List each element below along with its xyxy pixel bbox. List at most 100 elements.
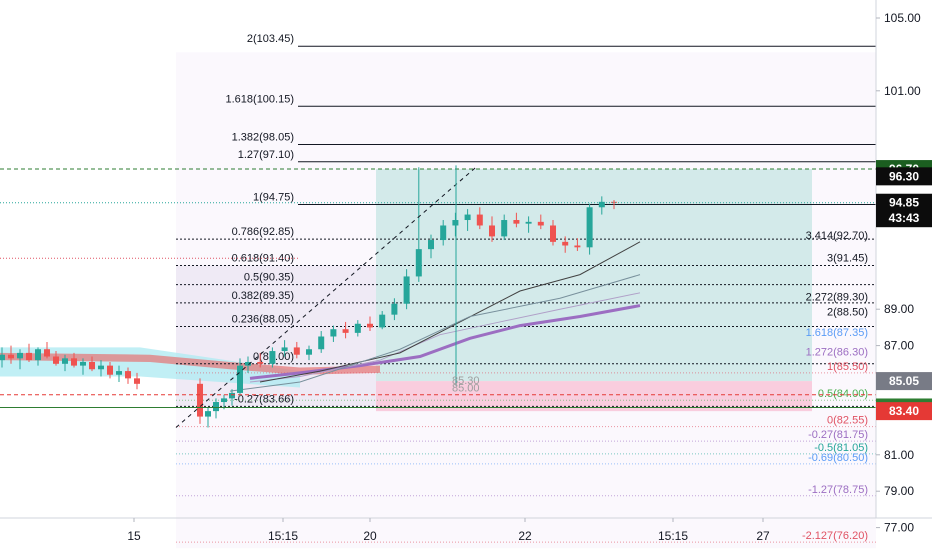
candle-body[interactable] — [318, 336, 325, 350]
entry-label-2: 85.00 — [452, 382, 480, 394]
candle-body[interactable] — [342, 329, 349, 333]
candle-body[interactable] — [269, 351, 276, 364]
candle-body[interactable] — [464, 214, 471, 221]
fib-extension-label: 2.272(89.30) — [806, 292, 868, 304]
candle-body[interactable] — [125, 371, 131, 379]
entry-label: 85.30 — [452, 375, 480, 387]
fib-extension-label: 1(85.50) — [827, 361, 868, 373]
fib-level-label: 0.382(89.35) — [232, 290, 294, 302]
candle-body[interactable] — [62, 358, 68, 364]
price-tag-label: 94.85 — [889, 196, 919, 210]
candle-body[interactable] — [293, 347, 300, 355]
candle-body[interactable] — [89, 361, 95, 370]
fib-level-label: 1(94.75) — [253, 192, 294, 204]
candle-body[interactable] — [17, 352, 23, 359]
candle-body[interactable] — [116, 371, 122, 375]
fib-extension-label: -0.69(80.50) — [808, 452, 868, 464]
time-tick-label: 20 — [363, 529, 377, 543]
candle-body[interactable] — [205, 411, 211, 417]
candle-body[interactable] — [71, 358, 77, 366]
fib-extension-label: -2.127(76.20) — [802, 530, 868, 542]
price-tag-label: 83.40 — [889, 404, 919, 418]
time-tick-label: 27 — [756, 529, 770, 543]
candle-body[interactable] — [476, 214, 483, 226]
ma-fast — [259, 241, 641, 383]
price-tick-label: 81.00 — [884, 448, 914, 462]
candle-body[interactable] — [98, 365, 104, 370]
candle-body[interactable] — [134, 378, 140, 384]
fib-extension-label: 1.272(86.30) — [806, 346, 868, 358]
candle-body[interactable] — [598, 201, 605, 208]
fib-level-label: 0.5(90.35) — [244, 272, 294, 284]
candle-body[interactable] — [525, 221, 532, 224]
price-tick-label: 105.00 — [884, 11, 921, 25]
candle-body[interactable] — [213, 402, 219, 412]
candle-body[interactable] — [537, 221, 544, 226]
price-tag-label: 85.05 — [889, 374, 919, 388]
candle-body[interactable] — [221, 398, 227, 403]
candle-body[interactable] — [415, 249, 422, 277]
price-tag[interactable] — [876, 209, 932, 228]
candle-body[interactable] — [26, 352, 32, 361]
fib-level-label: 0.786(92.85) — [232, 226, 294, 238]
price-tick-label: 89.00 — [884, 302, 914, 316]
candle-body[interactable] — [330, 329, 337, 337]
price-tag[interactable] — [876, 167, 932, 186]
candle-body[interactable] — [0, 354, 5, 361]
candle-body[interactable] — [35, 349, 41, 361]
candle-body[interactable] — [229, 392, 235, 399]
candle-body[interactable] — [281, 347, 288, 352]
candle-body[interactable] — [489, 225, 495, 237]
price-tick-label: 101.00 — [884, 84, 921, 98]
candle-body[interactable] — [107, 365, 113, 375]
candle-body[interactable] — [391, 303, 398, 315]
candle-body[interactable] — [44, 349, 50, 357]
fib-level-label: 1.27(97.10) — [238, 149, 294, 161]
candle-body[interactable] — [80, 361, 86, 366]
candle-body[interactable] — [513, 220, 520, 224]
time-tick-label: 15:15 — [268, 529, 298, 543]
candle-body[interactable] — [367, 323, 373, 328]
trend-line[interactable] — [175, 165, 479, 428]
time-tick-label: 15 — [127, 529, 141, 543]
time-tick-label: 15:15 — [658, 529, 688, 543]
price-tag[interactable] — [876, 402, 932, 421]
candle-body[interactable] — [452, 220, 459, 226]
candle-body[interactable] — [257, 361, 264, 364]
candle-body[interactable] — [550, 225, 556, 242]
fib-extension-label: 2(88.50) — [827, 306, 868, 318]
price-tick-label: 79.00 — [884, 484, 914, 498]
candle-body[interactable] — [237, 365, 243, 393]
fib-extension-label: 3.414(92.70) — [806, 230, 868, 242]
candle-body[interactable] — [379, 314, 386, 328]
candle-body[interactable] — [8, 354, 14, 359]
fib-extension-label: -0.5(81.05) — [814, 442, 868, 454]
candle-body[interactable] — [574, 245, 581, 248]
candle-body[interactable] — [197, 383, 203, 417]
candle-body[interactable] — [53, 356, 59, 364]
fib-extension-label: 3(91.45) — [827, 253, 868, 265]
candle-body[interactable] — [306, 349, 312, 355]
price-tick-label: 87.00 — [884, 339, 914, 353]
fib-extension-label: 1.618(87.35) — [806, 327, 868, 339]
candle-body[interactable] — [245, 361, 251, 366]
candle-body[interactable] — [354, 323, 361, 333]
candle-body[interactable] — [611, 201, 617, 203]
candle-body[interactable] — [501, 220, 508, 237]
candle-body[interactable] — [586, 207, 593, 248]
price-tag-label: 43:43 — [889, 211, 920, 225]
price-tag[interactable] — [876, 193, 932, 212]
ma-mid — [249, 292, 641, 383]
fib-level-label: 1.382(98.05) — [232, 131, 294, 143]
candle-body[interactable] — [440, 225, 447, 241]
price-tag-label: 96.30 — [889, 169, 919, 183]
candle-body[interactable] — [403, 276, 410, 304]
price-tag[interactable] — [876, 372, 932, 391]
candle-body[interactable] — [562, 241, 569, 246]
fib-extension-label: -1.27(78.75) — [808, 484, 868, 496]
candle-body[interactable] — [428, 240, 434, 250]
fib-level-label: 1.618(100.15) — [226, 93, 295, 105]
time-tick-label: 22 — [518, 529, 532, 543]
